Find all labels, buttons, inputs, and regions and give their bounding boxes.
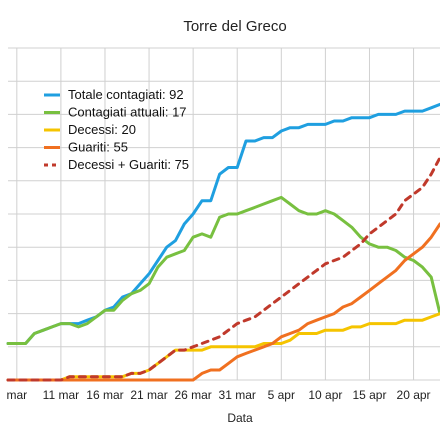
legend-label: Guariti: 55 [68, 140, 128, 155]
series-line-1 [6, 195, 440, 345]
x-tick-label: 21 mar [130, 388, 167, 402]
x-tick-label: 31 mar [219, 388, 256, 402]
x-tick-label: mar [6, 388, 27, 402]
x-tick-label: 5 apr [268, 388, 295, 402]
series-line-4 [6, 156, 440, 382]
x-tick-label: 15 apr [352, 388, 386, 402]
legend-label: Totale contagiati: 92 [68, 87, 184, 102]
x-tick-label: 10 apr [308, 388, 342, 402]
x-tick-label: 16 mar [86, 388, 123, 402]
series-lines [6, 102, 440, 382]
x-axis-label: Data [227, 411, 253, 425]
x-axis-ticks: mar 11 mar 16 mar 21 mar 26 mar 31 mar 5 apr 10… [6, 388, 430, 402]
legend-label: Decessi + Guariti: 75 [68, 157, 189, 172]
chart-title: Torre del Greco [183, 18, 286, 35]
x-tick-label: 11 mar [43, 388, 79, 402]
series-line-3 [6, 222, 440, 382]
x-tick-label: 20 apr [397, 388, 431, 402]
x-tick-label: 26 mar [174, 388, 211, 402]
legend-label: Contagiati attuali: 17 [68, 105, 187, 120]
series-line-0 [6, 102, 440, 345]
legend-label: Decessi: 20 [68, 122, 136, 137]
legend: Totale contagiati: 92 Contagiati attuali:… [44, 87, 189, 172]
